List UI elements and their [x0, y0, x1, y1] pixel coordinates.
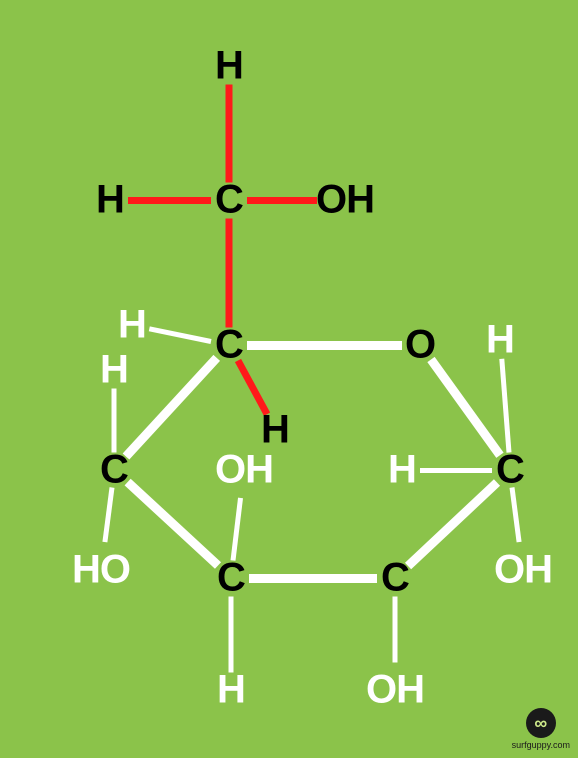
bond — [249, 574, 377, 583]
watermark-text: surfguppy.com — [512, 740, 570, 750]
fish-icon — [526, 708, 556, 738]
bond — [149, 326, 212, 344]
atom-label: H — [388, 448, 416, 493]
bond — [229, 596, 234, 672]
bond — [393, 596, 398, 662]
atom-label: OH — [366, 668, 424, 713]
atom-label: H — [486, 318, 514, 363]
bond — [226, 218, 233, 327]
atom-label: HO — [72, 548, 130, 593]
bond — [124, 479, 221, 569]
bond — [405, 479, 500, 569]
atom-label: C — [496, 448, 524, 493]
atom-label: OH — [494, 548, 552, 593]
atom-label: H — [118, 303, 146, 348]
atom-label: H — [100, 348, 128, 393]
bond — [510, 488, 522, 543]
atom-label: OH — [215, 448, 273, 493]
bond — [226, 84, 233, 182]
atom-label: C — [215, 178, 243, 223]
atom-label: H — [96, 178, 124, 223]
atom-label: H — [217, 668, 245, 713]
bond — [420, 468, 492, 473]
bond — [499, 358, 511, 452]
atom-label: H — [261, 408, 289, 453]
bond — [112, 388, 117, 452]
atom-label: C — [215, 323, 243, 368]
bond — [427, 357, 503, 458]
watermark: surfguppy.com — [512, 708, 570, 750]
atom-label: H — [215, 44, 243, 89]
atom-label: C — [217, 556, 245, 601]
bond — [247, 197, 317, 204]
bond — [231, 498, 243, 561]
bond — [247, 341, 402, 350]
bond — [102, 488, 114, 543]
atom-label: C — [100, 448, 128, 493]
atom-label: C — [381, 556, 409, 601]
molecule-diagram: COCCCCHHHOHHOHHOHHOHCHOHH — [0, 0, 578, 758]
atom-label: OH — [316, 178, 374, 223]
atom-label: O — [405, 323, 435, 368]
bond — [128, 197, 211, 204]
bond — [123, 355, 220, 460]
